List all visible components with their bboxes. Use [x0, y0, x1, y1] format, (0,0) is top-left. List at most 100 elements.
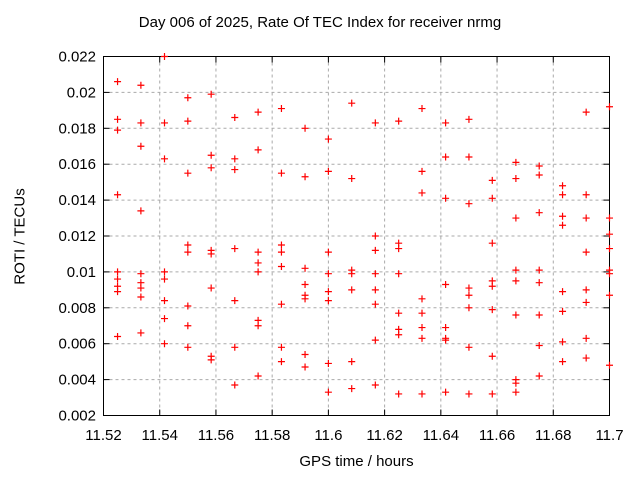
data-point-marker — [488, 176, 496, 184]
data-point-marker — [277, 358, 285, 366]
data-point-marker — [418, 189, 426, 197]
data-point-marker — [582, 334, 590, 342]
data-point-marker — [231, 155, 239, 163]
data-point-marker — [395, 390, 403, 398]
data-point-marker — [324, 388, 332, 396]
y-tick-label: 0.02 — [67, 84, 96, 101]
data-point-marker — [137, 329, 145, 337]
data-point-marker — [114, 268, 122, 276]
data-point-marker — [465, 304, 473, 312]
data-point-marker — [254, 372, 262, 380]
data-point-marker — [114, 288, 122, 296]
chart-title: Day 006 of 2025, Rate Of TEC Index for r… — [138, 14, 502, 31]
data-point-marker — [535, 372, 543, 380]
data-point-marker — [535, 162, 543, 170]
data-point-marker — [348, 286, 356, 294]
data-point-marker — [606, 214, 613, 222]
data-point-marker — [231, 381, 239, 389]
data-point-marker — [371, 286, 379, 294]
data-point-marker — [301, 295, 309, 303]
y-tick-label: 0.022 — [58, 49, 96, 66]
x-tick-label: 11.62 — [366, 427, 402, 444]
data-point-marker — [371, 119, 379, 127]
data-point-marker — [535, 341, 543, 349]
data-point-marker — [137, 142, 145, 150]
data-point-marker — [559, 221, 567, 229]
data-point-marker — [324, 359, 332, 367]
data-point-marker — [301, 124, 309, 132]
data-point-marker — [161, 297, 169, 305]
data-point-marker — [512, 158, 520, 166]
data-point-marker — [114, 115, 122, 123]
data-point-marker — [114, 78, 122, 86]
data-point-marker — [488, 390, 496, 398]
x-tick-label: 11.52 — [85, 427, 121, 444]
data-point-marker — [324, 135, 332, 143]
y-tick-label: 0.018 — [58, 120, 96, 137]
data-point-marker — [371, 300, 379, 308]
data-point-marker — [582, 298, 590, 306]
y-tick-label: 0.01 — [67, 264, 96, 281]
data-point-marker — [254, 322, 262, 330]
data-point-marker — [512, 266, 520, 274]
data-point-marker — [114, 191, 122, 199]
data-point-marker — [465, 343, 473, 351]
y-axis-title: ROTI / TECUs — [11, 188, 29, 285]
data-point-marker — [254, 248, 262, 256]
data-point-marker — [512, 214, 520, 222]
data-point-marker — [582, 108, 590, 116]
data-point-marker — [324, 270, 332, 278]
data-point-marker — [535, 171, 543, 179]
data-point-marker — [395, 331, 403, 339]
data-point-marker — [559, 191, 567, 199]
data-point-marker — [442, 194, 450, 202]
data-point-marker — [465, 153, 473, 161]
data-point-marker — [161, 155, 169, 163]
data-point-marker — [559, 212, 567, 220]
data-point-marker — [161, 275, 169, 283]
data-point-marker — [465, 200, 473, 208]
data-point-marker — [184, 248, 192, 256]
data-point-marker — [254, 268, 262, 276]
y-tick-label: 0.014 — [58, 192, 96, 209]
data-point-marker — [184, 302, 192, 310]
data-point-marker — [161, 268, 169, 276]
data-point-marker — [442, 336, 450, 344]
data-point-marker — [465, 291, 473, 299]
data-point-marker — [207, 250, 215, 258]
data-point-marker — [535, 279, 543, 287]
data-point-marker — [277, 248, 285, 256]
data-point-marker — [277, 241, 285, 249]
data-point-marker — [348, 99, 356, 107]
data-point-marker — [606, 270, 613, 278]
data-point-marker — [442, 280, 450, 288]
data-point-marker — [418, 167, 426, 175]
x-tick-label: 11.64 — [423, 427, 459, 444]
data-point-marker — [277, 263, 285, 271]
data-point-marker — [535, 311, 543, 319]
data-point-marker — [324, 297, 332, 305]
data-point-marker — [418, 309, 426, 317]
x-tick-label: 11.54 — [142, 427, 178, 444]
data-point-marker — [442, 324, 450, 332]
data-point-marker — [324, 248, 332, 256]
data-point-marker — [442, 153, 450, 161]
data-point-marker — [606, 361, 613, 369]
y-tick-label: 0.006 — [58, 336, 96, 353]
data-point-marker — [137, 207, 145, 215]
data-point-marker — [442, 119, 450, 127]
data-point-marker — [137, 284, 145, 292]
x-tick-label: 11.66 — [479, 427, 515, 444]
data-point-marker — [184, 343, 192, 351]
data-point-marker — [395, 309, 403, 317]
data-point-marker — [582, 248, 590, 256]
data-point-marker — [512, 388, 520, 396]
y-tick-label: 0.008 — [58, 300, 96, 317]
data-point-marker — [184, 169, 192, 177]
data-point-marker — [231, 297, 239, 305]
data-point-marker — [301, 280, 309, 288]
data-point-marker — [559, 307, 567, 315]
data-point-marker — [348, 270, 356, 278]
y-tick-label: 0.002 — [58, 408, 96, 425]
